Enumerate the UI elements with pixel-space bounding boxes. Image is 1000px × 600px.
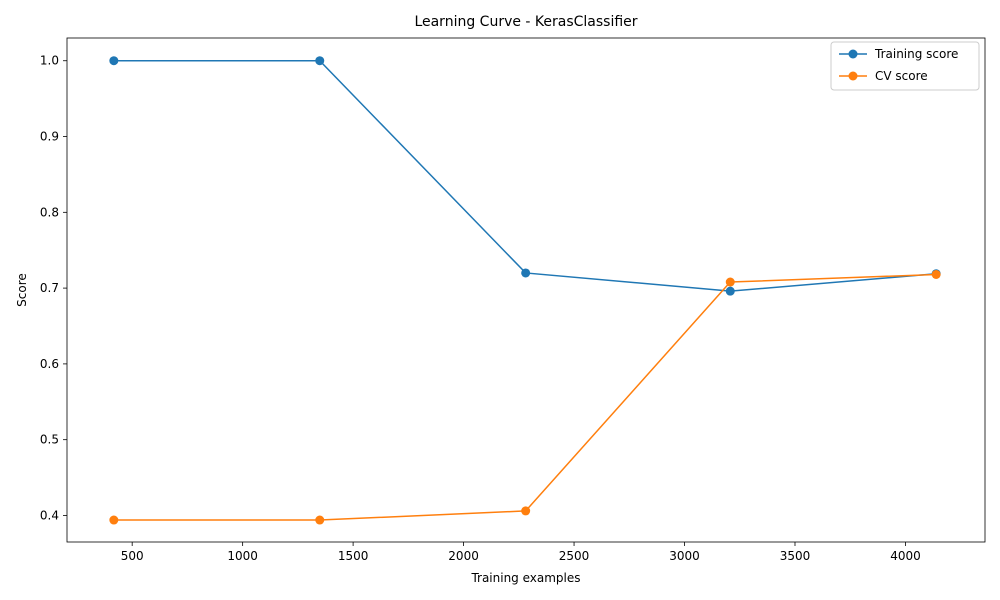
legend-training-score-label: Training score [874,47,958,61]
x-axis: 500 1000 1500 2000 2500 3000 3500 4000 [121,542,921,563]
cv-score-line [113,273,937,521]
y-tick-label: 0.7 [40,281,59,295]
legend-cv-score-marker [848,71,858,81]
x-tick-label: 3500 [780,549,811,563]
y-tick-label: 0.8 [40,205,59,219]
y-axis: 0.4 0.5 0.6 0.7 0.8 0.9 1.0 [40,54,67,522]
cv-score-point [931,269,941,279]
cv-score-point [109,515,119,525]
x-tick-label: 3000 [669,549,700,563]
cv-score-point [521,506,531,516]
x-tick-label: 1500 [338,549,369,563]
y-tick-label: 0.9 [40,130,59,144]
training-score-point [109,56,119,66]
chart-title: Learning Curve - KerasClassifier [414,14,637,30]
plot-area [109,56,941,525]
y-tick-label: 0.4 [40,508,59,522]
y-tick-label: 0.5 [40,433,59,447]
y-axis-label: Score [15,273,29,307]
training-score-point [315,56,325,66]
y-tick-label: 1.0 [40,54,59,68]
training-score-line [113,59,937,292]
x-tick-label: 2500 [559,549,590,563]
y-tick-label: 0.6 [40,357,59,371]
axes-frame [66,37,986,543]
x-axis-label: Training examples [470,571,580,585]
legend-box [830,41,980,91]
legend-training-score-marker [848,49,858,59]
legend: Training score CV score [830,41,980,91]
cv-score-point [725,277,735,287]
training-score-point [725,286,735,296]
legend-cv-score-label: CV score [875,69,928,83]
cv-score-point [315,515,325,525]
training-score-point [521,268,531,278]
x-tick-label: 500 [121,549,144,563]
x-tick-label: 1000 [227,549,258,563]
x-tick-label: 4000 [890,549,921,563]
x-tick-label: 2000 [448,549,479,563]
